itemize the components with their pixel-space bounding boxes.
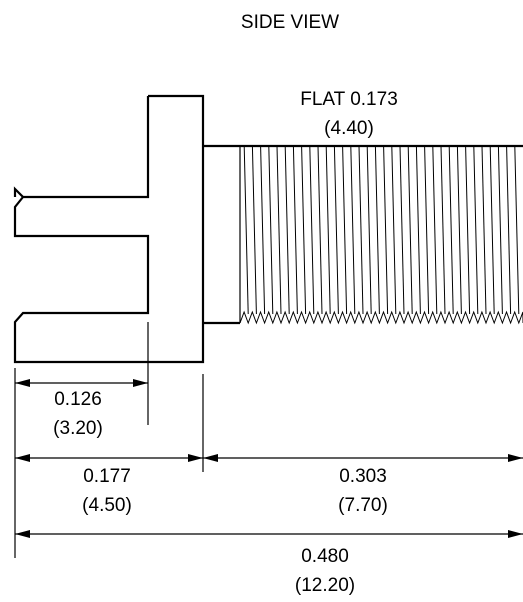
thread-line bbox=[342, 145, 348, 315]
slotted-head-outline bbox=[13, 94, 523, 364]
thread-line bbox=[309, 145, 315, 315]
head-length-mm: (4.50) bbox=[82, 495, 132, 516]
thread-length-mm: (7.70) bbox=[338, 495, 388, 516]
slot-depth-inch: 0.126 bbox=[54, 389, 102, 410]
thread-line bbox=[399, 145, 405, 315]
thread-line bbox=[383, 145, 389, 315]
thread-line bbox=[325, 145, 331, 315]
head-length-inch: 0.177 bbox=[83, 466, 131, 487]
thread-lines bbox=[243, 145, 520, 315]
thread-teeth bbox=[239, 310, 523, 325]
thread-line bbox=[424, 145, 430, 315]
thread-line bbox=[497, 145, 503, 315]
thread-line bbox=[243, 145, 249, 315]
thread-line bbox=[317, 145, 323, 315]
thread-line bbox=[391, 145, 397, 315]
thread-line bbox=[489, 145, 495, 315]
thread-line bbox=[260, 145, 266, 315]
dimension-overall-length bbox=[15, 530, 523, 538]
thread-line bbox=[251, 145, 257, 315]
thread-line bbox=[506, 145, 512, 315]
thread-line bbox=[407, 145, 413, 315]
thread-length-inch: 0.303 bbox=[339, 466, 387, 487]
threaded-shank bbox=[239, 145, 523, 325]
overall-length-mm: (12.20) bbox=[295, 575, 355, 596]
thread-line bbox=[440, 145, 446, 315]
thread-line bbox=[366, 145, 372, 315]
thread-line bbox=[465, 145, 471, 315]
thread-line bbox=[358, 145, 364, 315]
thread-line bbox=[333, 145, 339, 315]
slot-depth-mm: (3.20) bbox=[53, 418, 103, 439]
thread-line bbox=[284, 145, 290, 315]
thread-line bbox=[456, 145, 462, 315]
thread-line bbox=[432, 145, 438, 315]
overall-length-inch: 0.480 bbox=[301, 546, 349, 567]
thread-line bbox=[448, 145, 454, 315]
thread-line bbox=[514, 145, 520, 315]
thread-line bbox=[301, 145, 307, 315]
thread-line bbox=[292, 145, 298, 315]
dimension-head-length bbox=[15, 454, 203, 462]
thread-line bbox=[276, 145, 282, 315]
thread-line bbox=[473, 145, 479, 315]
dimension-slot-depth bbox=[15, 379, 148, 387]
thread-line bbox=[415, 145, 421, 315]
thread-line bbox=[350, 145, 356, 315]
thread-line bbox=[481, 145, 487, 315]
dimension-thread-length bbox=[203, 454, 523, 462]
thread-line bbox=[268, 145, 274, 315]
thread-line bbox=[374, 145, 380, 315]
flat-callout-mm: (4.40) bbox=[324, 118, 374, 139]
flat-callout-inch: FLAT 0.173 bbox=[300, 89, 398, 110]
drawing-title: SIDE VIEW bbox=[241, 12, 339, 33]
